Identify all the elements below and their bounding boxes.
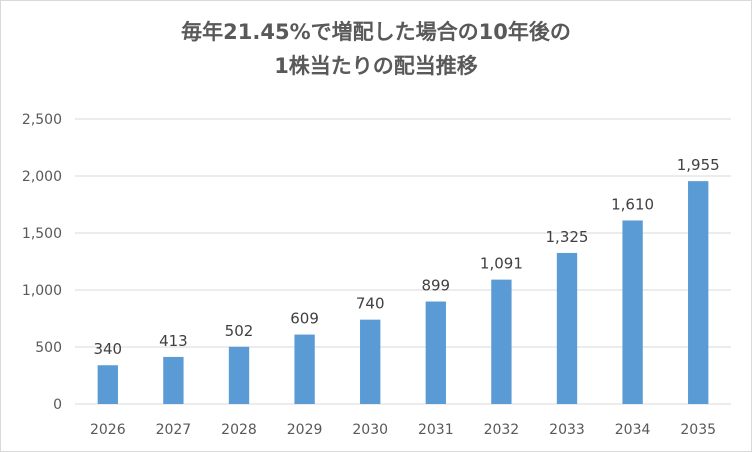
x-tick-label: 2027 xyxy=(156,422,192,438)
x-tick-label: 2031 xyxy=(418,422,454,438)
y-tick-label: 500 xyxy=(35,340,62,356)
data-label: 502 xyxy=(225,322,254,340)
x-tick-label: 2033 xyxy=(549,422,585,438)
bar xyxy=(622,220,643,404)
data-label: 609 xyxy=(290,310,319,328)
chart-title-line1: 毎年21.45%で増配した場合の10年後の xyxy=(181,20,571,44)
x-tick-label: 2028 xyxy=(221,422,257,438)
chart-title-line2: 1株当たりの配当推移 xyxy=(274,54,478,78)
x-tick-label: 2034 xyxy=(615,422,651,438)
data-label: 340 xyxy=(93,340,122,358)
data-label: 899 xyxy=(421,277,450,295)
data-label: 740 xyxy=(356,295,385,313)
x-tick-label: 2029 xyxy=(287,422,323,438)
y-tick-label: 2,500 xyxy=(22,112,62,128)
bar xyxy=(360,319,381,404)
y-tick-label: 0 xyxy=(53,397,62,413)
x-tick-label: 2026 xyxy=(90,422,126,438)
y-tick-label: 2,000 xyxy=(22,169,62,185)
bar xyxy=(425,301,446,404)
bar xyxy=(491,279,512,404)
bar xyxy=(556,252,578,404)
data-label: 1,610 xyxy=(611,195,654,213)
y-tick-label: 1,500 xyxy=(22,226,62,242)
y-tick-label: 1,000 xyxy=(22,283,62,299)
bar xyxy=(228,346,250,404)
data-label: 1,091 xyxy=(480,255,523,273)
data-label: 1,955 xyxy=(677,156,720,174)
bar xyxy=(97,365,118,404)
data-label: 1,325 xyxy=(546,228,589,246)
bar xyxy=(688,181,709,404)
x-tick-label: 2032 xyxy=(484,422,520,438)
x-tick-label: 2035 xyxy=(680,422,716,438)
x-tick-label: 2030 xyxy=(352,422,388,438)
chart-title: 毎年21.45%で増配した場合の10年後の 1株当たりの配当推移 xyxy=(1,15,751,83)
data-label: 413 xyxy=(159,332,188,350)
bar xyxy=(163,356,184,404)
bar xyxy=(294,334,315,404)
